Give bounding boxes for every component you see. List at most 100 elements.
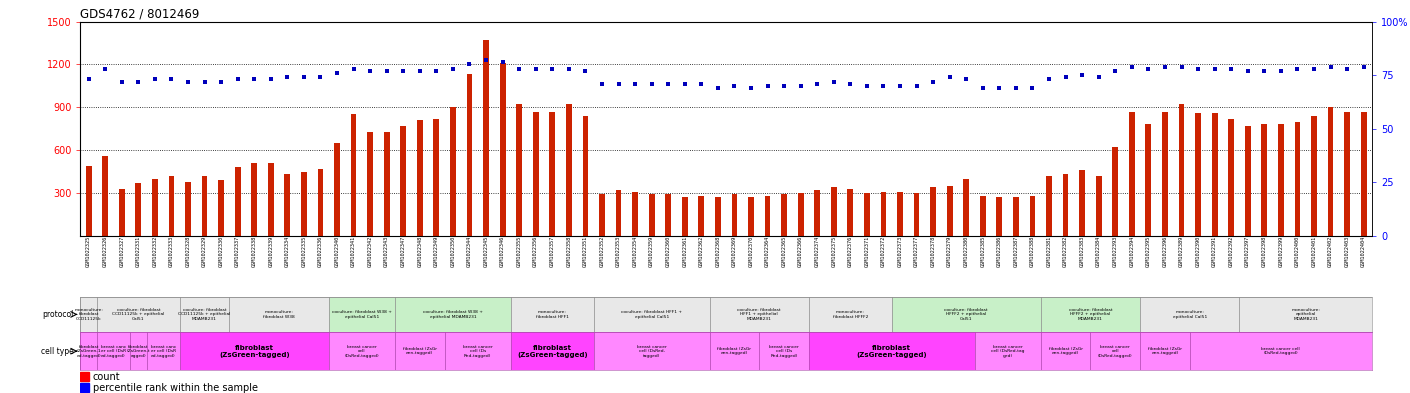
- Text: GSM1022378: GSM1022378: [931, 236, 936, 267]
- Point: [227, 76, 250, 83]
- Bar: [400, 126, 406, 236]
- Bar: [1129, 112, 1135, 236]
- Bar: [1029, 196, 1035, 236]
- Text: breast canc
er cell (DsR
ed-tagged): breast canc er cell (DsR ed-tagged): [102, 345, 125, 358]
- Point: [839, 81, 862, 87]
- Point: [1005, 85, 1028, 91]
- Bar: [118, 189, 124, 236]
- Point: [1220, 66, 1242, 72]
- Text: GSM1022346: GSM1022346: [501, 236, 505, 267]
- Point: [1335, 66, 1358, 72]
- Text: GSM1022401: GSM1022401: [1311, 236, 1317, 267]
- Text: GSM1022354: GSM1022354: [633, 236, 637, 267]
- Point: [541, 66, 564, 72]
- Text: monoculture:
epithelial
MDAMB231: monoculture: epithelial MDAMB231: [1292, 308, 1320, 321]
- Text: GSM1022393: GSM1022393: [1112, 236, 1118, 267]
- Bar: [1112, 147, 1118, 236]
- Bar: [781, 195, 787, 236]
- Point: [856, 83, 878, 89]
- Point: [508, 66, 530, 72]
- Point: [475, 57, 498, 63]
- Text: GSM1022375: GSM1022375: [832, 236, 836, 267]
- Bar: [666, 195, 671, 236]
- Bar: [533, 112, 539, 236]
- Text: GSM1022361: GSM1022361: [682, 236, 687, 267]
- Bar: [946, 186, 953, 236]
- Bar: [384, 132, 389, 236]
- Bar: [1228, 119, 1234, 236]
- Text: GSM1022364: GSM1022364: [766, 236, 770, 267]
- Bar: [565, 105, 571, 236]
- Bar: [219, 180, 224, 236]
- Bar: [433, 119, 440, 236]
- Text: GSM1022377: GSM1022377: [914, 236, 919, 267]
- Text: GSM1022391: GSM1022391: [1213, 236, 1217, 267]
- Text: GSM1022396: GSM1022396: [1162, 236, 1167, 267]
- Point: [276, 74, 299, 81]
- Text: GSM1022370: GSM1022370: [749, 236, 753, 267]
- Point: [988, 85, 1011, 91]
- Text: GSM1022392: GSM1022392: [1228, 236, 1234, 267]
- Bar: [1211, 113, 1217, 236]
- Bar: [1245, 126, 1251, 236]
- Bar: [980, 196, 986, 236]
- Text: GSM1022339: GSM1022339: [268, 236, 274, 267]
- Bar: [329, 297, 395, 332]
- Bar: [1096, 176, 1101, 236]
- Bar: [1262, 125, 1268, 236]
- Text: coculture: fibroblast W38 +
epithelial MDAMB231: coculture: fibroblast W38 + epithelial M…: [423, 310, 482, 319]
- Bar: [1179, 105, 1184, 236]
- Text: GSM1022372: GSM1022372: [881, 236, 885, 267]
- Bar: [130, 332, 147, 370]
- Text: GSM1022390: GSM1022390: [1196, 236, 1200, 267]
- Bar: [251, 163, 257, 236]
- Point: [259, 76, 282, 83]
- Bar: [395, 332, 444, 370]
- Bar: [974, 332, 1041, 370]
- Text: coculture: fibroblast
HFFF2 + epithelial
MDAMB231: coculture: fibroblast HFFF2 + epithelial…: [1069, 308, 1112, 321]
- Text: GSM1022331: GSM1022331: [135, 236, 141, 267]
- Text: GSM1022387: GSM1022387: [1014, 236, 1018, 267]
- Bar: [135, 183, 141, 236]
- Text: breast cancer
cell
(DsRed-tagged): breast cancer cell (DsRed-tagged): [344, 345, 379, 358]
- Point: [127, 79, 149, 85]
- Point: [243, 76, 265, 83]
- Point: [110, 79, 133, 85]
- Bar: [809, 332, 974, 370]
- Text: GSM1022369: GSM1022369: [732, 236, 737, 267]
- Bar: [698, 196, 704, 236]
- Text: GSM1022353: GSM1022353: [616, 236, 620, 267]
- Text: GSM1022397: GSM1022397: [1245, 236, 1251, 267]
- Text: monoculture:
fibroblast HFF1: monoculture: fibroblast HFF1: [536, 310, 568, 319]
- Text: breast cancer
cell (DsRed-
tagged): breast cancer cell (DsRed- tagged): [637, 345, 667, 358]
- Bar: [1328, 107, 1334, 236]
- Point: [144, 76, 166, 83]
- Bar: [709, 332, 759, 370]
- Text: GSM1022350: GSM1022350: [450, 236, 455, 267]
- Text: fibroblast (ZsGr
een-tagged): fibroblast (ZsGr een-tagged): [718, 347, 752, 355]
- Bar: [1079, 170, 1086, 236]
- Point: [78, 76, 100, 83]
- Bar: [582, 116, 588, 236]
- Text: GSM1022368: GSM1022368: [715, 236, 721, 267]
- Text: GSM1022381: GSM1022381: [1046, 236, 1052, 267]
- Bar: [1239, 297, 1372, 332]
- Bar: [152, 179, 158, 236]
- Text: percentile rank within the sample: percentile rank within the sample: [93, 383, 258, 393]
- Text: GSM1022365: GSM1022365: [781, 236, 787, 267]
- Point: [525, 66, 547, 72]
- Bar: [749, 197, 754, 236]
- Text: fibroblast (ZsGr
een-tagged): fibroblast (ZsGr een-tagged): [1148, 347, 1182, 355]
- Bar: [86, 166, 92, 236]
- Point: [1320, 63, 1342, 70]
- Bar: [1162, 112, 1167, 236]
- Point: [309, 74, 331, 81]
- Point: [491, 59, 513, 66]
- Bar: [682, 197, 688, 236]
- Bar: [179, 332, 329, 370]
- Bar: [467, 74, 472, 236]
- Bar: [798, 193, 804, 236]
- Text: GSM1022335: GSM1022335: [302, 236, 306, 267]
- Bar: [1090, 332, 1141, 370]
- Text: GSM1022376: GSM1022376: [847, 236, 853, 267]
